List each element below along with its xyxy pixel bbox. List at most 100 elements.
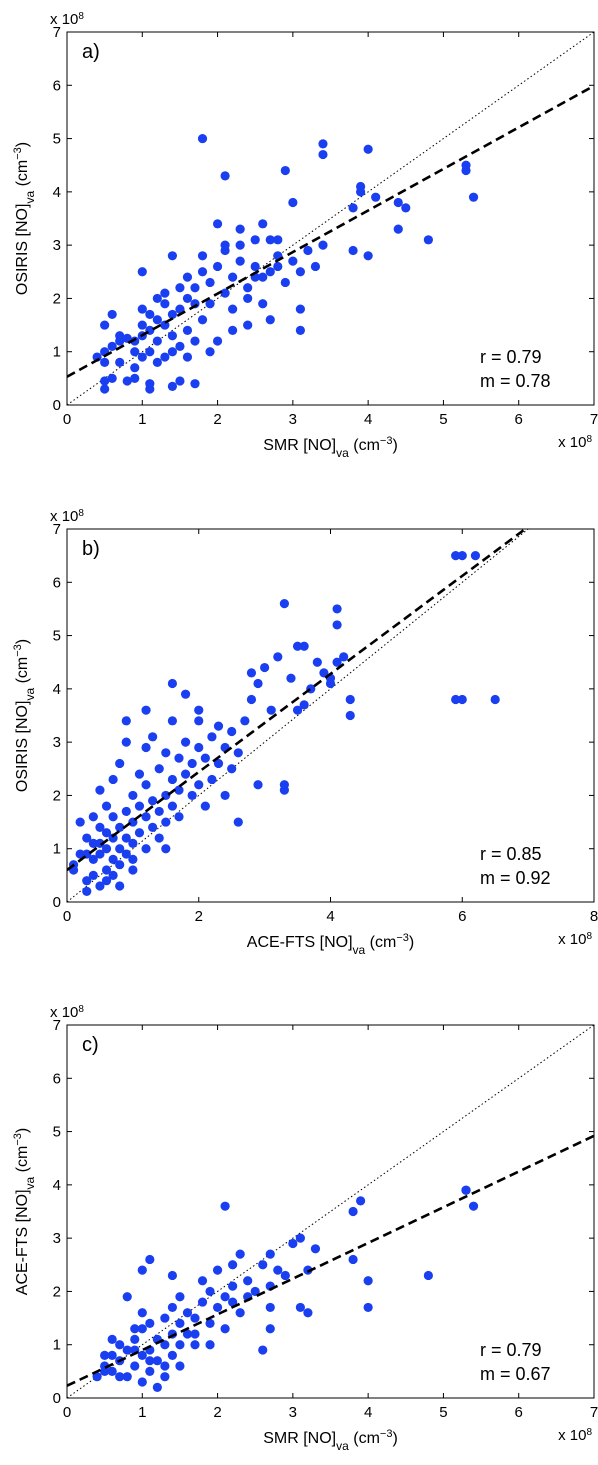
- data-point: [187, 758, 197, 769]
- data-point: [175, 341, 185, 351]
- data-point: [160, 1372, 170, 1382]
- data-point: [227, 764, 237, 774]
- data-point: [280, 165, 290, 176]
- data-point: [145, 1254, 155, 1265]
- data-point: [128, 838, 138, 848]
- y-tick-label: 4: [53, 184, 61, 201]
- data-point: [243, 1276, 253, 1286]
- data-point: [205, 299, 215, 309]
- data-point: [115, 331, 125, 341]
- data-point: [194, 742, 204, 753]
- panel-label: b): [82, 538, 100, 560]
- data-point: [212, 1302, 223, 1313]
- y-tick-label: 3: [53, 237, 61, 254]
- data-point: [115, 758, 125, 769]
- data-point: [180, 689, 191, 699]
- y-tick-label: 1: [53, 1337, 61, 1354]
- data-point: [82, 886, 92, 896]
- y-axis-label: OSIRIS [NO]va (cm−3): [12, 639, 37, 792]
- data-point: [128, 790, 138, 801]
- data-point: [470, 551, 481, 561]
- data-point: [220, 240, 230, 250]
- data-point: [134, 828, 145, 838]
- axes-box: [66, 31, 595, 406]
- data-point: [100, 1366, 110, 1376]
- data-point: [121, 737, 131, 747]
- data-point: [134, 769, 145, 779]
- data-point: [318, 240, 328, 250]
- y-tick-label: 0: [53, 1390, 61, 1407]
- data-point: [265, 267, 275, 277]
- data-point: [246, 694, 257, 705]
- data-point: [250, 1286, 260, 1297]
- data-point: [227, 726, 237, 737]
- data-point: [137, 304, 147, 314]
- data-point: [88, 812, 98, 822]
- data-point: [152, 315, 162, 325]
- data-point: [175, 1340, 185, 1350]
- data-point: [258, 272, 268, 282]
- data-point: [220, 171, 230, 181]
- data-point: [295, 267, 305, 277]
- data-point: [266, 705, 276, 715]
- data-point: [100, 357, 110, 367]
- data-point: [228, 325, 238, 335]
- data-point: [88, 870, 98, 880]
- data-point: [101, 828, 112, 838]
- data-point: [122, 1345, 132, 1355]
- panel-label: a): [82, 41, 100, 63]
- data-point: [167, 381, 177, 391]
- x-tick-label: 1: [138, 411, 146, 428]
- data-point: [280, 1270, 290, 1281]
- data-point: [190, 1340, 200, 1350]
- data-point: [292, 641, 303, 651]
- data-point: [233, 748, 243, 758]
- y-tick-label: 2: [53, 1283, 61, 1300]
- data-point: [200, 801, 210, 811]
- data-point: [107, 1366, 117, 1376]
- data-point: [303, 245, 313, 256]
- data-point: [490, 694, 500, 705]
- data-point: [197, 133, 208, 144]
- data-point: [137, 1308, 147, 1318]
- data-point: [461, 165, 471, 176]
- data-point: [235, 1249, 245, 1259]
- data-point: [212, 219, 223, 229]
- data-point: [160, 1313, 170, 1323]
- data-point: [312, 657, 322, 667]
- data-point: [240, 716, 250, 726]
- data-point: [235, 1308, 245, 1318]
- data-point: [303, 1308, 313, 1318]
- data-point: [167, 801, 177, 811]
- data-point: [175, 283, 185, 293]
- data-point: [213, 758, 224, 769]
- axes-box: [66, 1024, 595, 1399]
- data-point: [243, 293, 253, 304]
- x-tick-label: 4: [326, 908, 334, 925]
- data-points: [92, 133, 479, 394]
- data-point: [145, 1366, 155, 1376]
- data-point: [220, 790, 230, 801]
- data-point: [253, 780, 263, 790]
- data-point: [182, 1308, 193, 1318]
- y-axis-multiplier: x 108: [50, 508, 84, 526]
- data-point: [130, 347, 140, 357]
- data-point: [152, 336, 162, 346]
- data-point: [273, 235, 283, 245]
- data-point: [393, 197, 403, 208]
- x-tick-label: 4: [364, 411, 372, 428]
- data-point: [200, 753, 210, 763]
- data-point: [182, 352, 193, 362]
- data-point: [401, 203, 411, 213]
- data-point: [250, 261, 260, 272]
- x-tick-label: 0: [63, 908, 71, 925]
- data-point: [95, 785, 105, 795]
- y-tick-label: 5: [53, 1124, 61, 1141]
- data-point: [152, 1382, 162, 1392]
- y-axis-multiplier: x 108: [50, 11, 84, 29]
- data-point: [154, 833, 164, 843]
- data-point: [190, 379, 200, 389]
- data-point: [457, 551, 467, 561]
- data-point: [175, 1318, 185, 1328]
- data-point: [167, 1270, 177, 1281]
